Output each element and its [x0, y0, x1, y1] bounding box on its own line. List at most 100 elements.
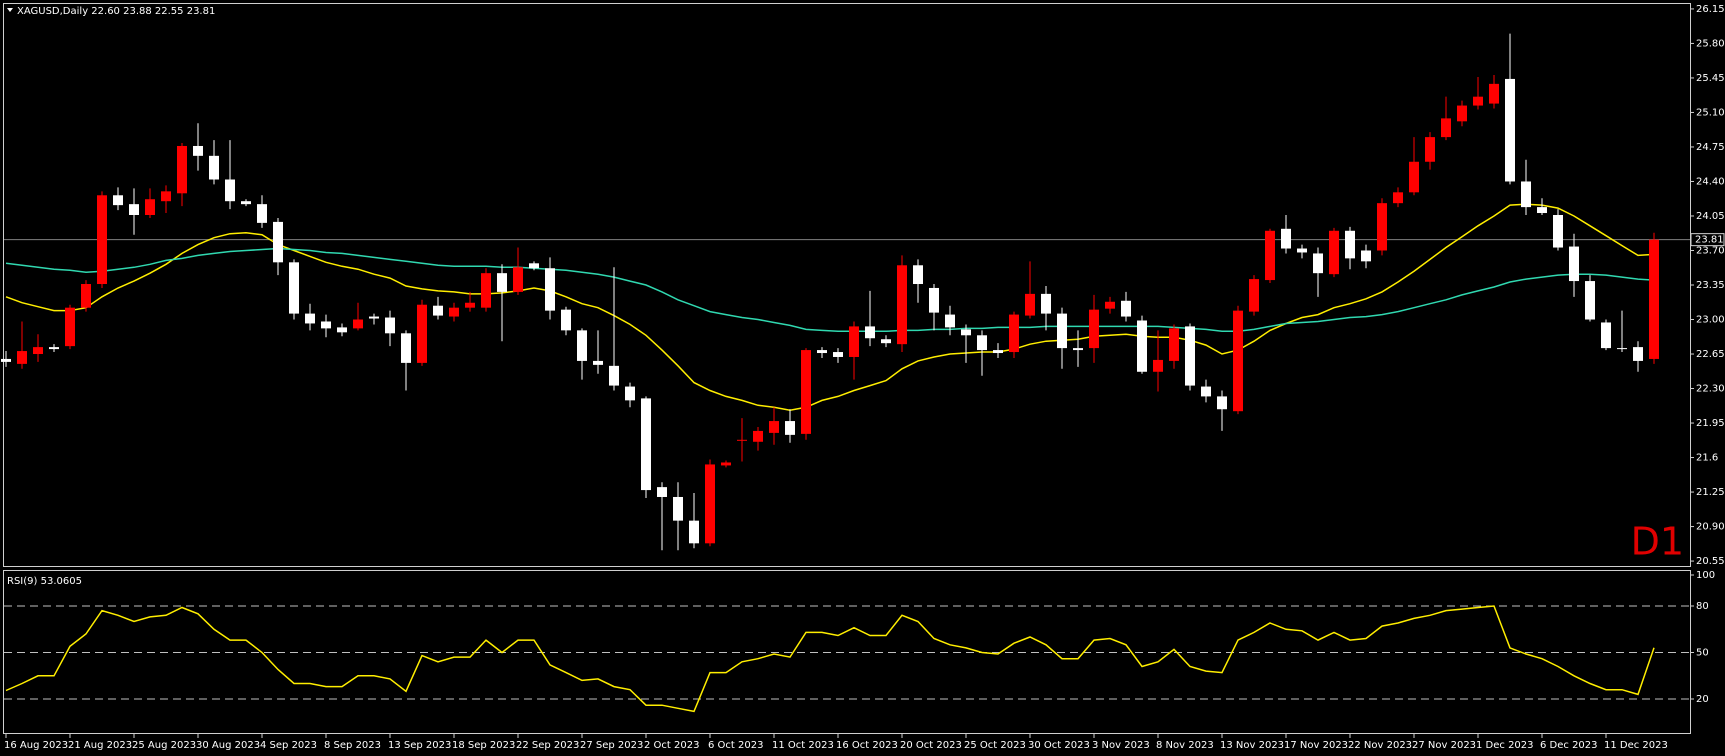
- candle-body: [1569, 246, 1579, 282]
- candle-body: [1233, 310, 1243, 412]
- current-price-box: [1690, 233, 1725, 247]
- candle-body: [193, 145, 203, 156]
- candle-body: [1105, 301, 1115, 309]
- candle-body: [513, 267, 523, 292]
- candle-body: [769, 421, 779, 433]
- candle-body: [1489, 83, 1499, 104]
- x-tick-label: 6 Dec 2023: [1540, 740, 1598, 751]
- candle-body: [177, 145, 187, 194]
- candle-body: [225, 179, 235, 202]
- candle-body: [705, 464, 715, 544]
- candle-body: [1329, 230, 1339, 275]
- candle-body: [1313, 253, 1323, 274]
- candle-body: [1249, 279, 1259, 312]
- y-tick-label: 25.80: [1696, 38, 1725, 49]
- x-tick-label: 6 Oct 2023: [708, 740, 763, 751]
- x-tick-label: 16 Oct 2023: [836, 740, 898, 751]
- y-tick-label: 24.75: [1696, 142, 1725, 153]
- x-tick-label: 22 Nov 2023: [1348, 740, 1412, 751]
- x-tick-label: 25 Aug 2023: [132, 740, 196, 751]
- x-tick-label: 13 Nov 2023: [1220, 740, 1284, 751]
- candle-body: [65, 307, 75, 347]
- x-tick-label: 16 Aug 2023: [4, 740, 68, 751]
- candle-body: [1, 358, 11, 362]
- candle-body: [561, 309, 571, 331]
- candle-body: [465, 302, 475, 308]
- candle-body: [625, 386, 635, 401]
- candle-body: [673, 496, 683, 521]
- candle-body: [1393, 192, 1403, 204]
- y-tick-label: 23.00: [1696, 315, 1725, 326]
- candle-body: [449, 307, 459, 317]
- x-tick-label: 11 Oct 2023: [772, 740, 834, 751]
- candle-body: [81, 284, 91, 308]
- x-tick-label: 18 Sep 2023: [452, 740, 515, 751]
- x-tick-label: 3 Nov 2023: [1092, 740, 1150, 751]
- candle-body: [1121, 300, 1131, 317]
- x-tick-label: 1 Dec 2023: [1476, 740, 1534, 751]
- candle-body: [1009, 314, 1019, 353]
- y-tick-label: 20.90: [1696, 522, 1725, 533]
- candle-body: [1137, 320, 1147, 372]
- y-tick-label: 23.35: [1696, 280, 1725, 291]
- candle-body: [1473, 96, 1483, 106]
- x-tick-label: 4 Sep 2023: [260, 740, 317, 751]
- candle-body: [801, 350, 811, 434]
- timeframe-label: D1: [1631, 520, 1684, 564]
- candle-body: [289, 262, 299, 314]
- candle-body: [689, 520, 699, 544]
- y-tick-label: 22.65: [1696, 349, 1725, 360]
- x-tick-label: 8 Sep 2023: [324, 740, 381, 751]
- candle-body: [1553, 214, 1563, 248]
- y-tick-label: 24.05: [1696, 211, 1725, 222]
- candle-body: [401, 333, 411, 363]
- candle-body: [1265, 230, 1275, 281]
- y-tick-label: 22.30: [1696, 384, 1725, 395]
- candle-body: [1521, 181, 1531, 208]
- candle-body: [977, 335, 987, 351]
- candle-body: [97, 195, 107, 285]
- candle-body: [1153, 359, 1163, 372]
- x-tick-label: 25 Oct 2023: [964, 740, 1026, 751]
- candle-body: [1297, 248, 1307, 253]
- chart-title: XAGUSD,Daily 22.60 23.88 22.55 23.81: [17, 6, 215, 17]
- y-tick-label: 20.55: [1696, 556, 1725, 567]
- candle-body: [113, 195, 123, 206]
- y-tick-label: 100: [1696, 570, 1715, 581]
- y-tick-label: 24.40: [1696, 176, 1725, 187]
- candle-body: [913, 265, 923, 285]
- rsi-line: [5, 605, 1655, 713]
- x-tick-label: 27 Sep 2023: [580, 740, 643, 751]
- candle-body: [1585, 281, 1595, 320]
- candle-body: [209, 155, 219, 180]
- candle-body: [1601, 322, 1611, 349]
- candle-body: [1457, 105, 1467, 122]
- candle-body: [945, 314, 955, 328]
- candle-body: [1057, 313, 1067, 349]
- candle-body: [1073, 348, 1083, 351]
- candle-body: [337, 327, 347, 333]
- y-tick-label: 26.15: [1696, 4, 1725, 15]
- candle-body: [545, 268, 555, 311]
- candle-body: [369, 316, 379, 319]
- candle-body: [305, 313, 315, 324]
- candle-body: [385, 317, 395, 334]
- candle-body: [609, 365, 619, 386]
- x-tick-label: 30 Aug 2023: [196, 740, 260, 751]
- candle-body: [929, 287, 939, 313]
- candle-body: [1201, 386, 1211, 397]
- x-tick-label: 21 Aug 2023: [68, 740, 132, 751]
- candle-body: [257, 204, 267, 223]
- candle-body: [593, 360, 603, 365]
- candle-body: [1537, 207, 1547, 214]
- y-tick-label: 25.10: [1696, 107, 1725, 118]
- candle-body: [1633, 347, 1643, 361]
- candle-body: [17, 351, 27, 364]
- candle-body: [1345, 230, 1355, 259]
- candle-body: [241, 201, 251, 205]
- candle-body: [433, 305, 443, 316]
- candle-body: [897, 265, 907, 345]
